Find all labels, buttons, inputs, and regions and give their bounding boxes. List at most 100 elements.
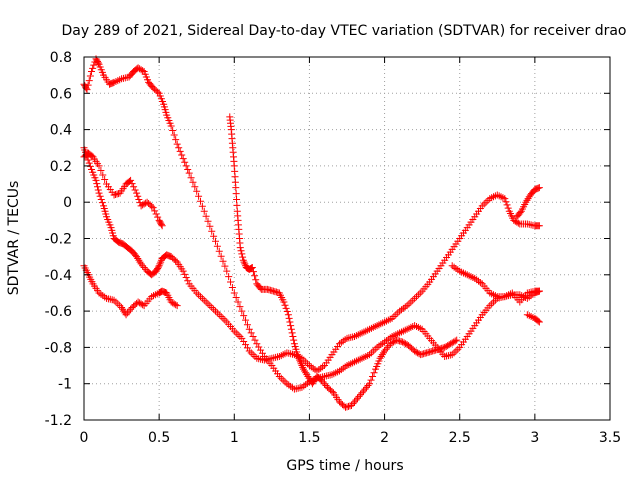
x-tick-label: 1 <box>230 430 239 446</box>
data-point <box>301 367 309 375</box>
data-point <box>407 298 415 306</box>
data-point <box>289 333 297 341</box>
data-point <box>384 343 392 351</box>
data-point <box>412 348 420 356</box>
data-point <box>131 186 139 194</box>
data-point <box>303 371 311 379</box>
data-point <box>155 262 163 270</box>
data-point <box>376 354 384 362</box>
data-point <box>416 289 424 297</box>
data-point <box>514 219 522 227</box>
data-point <box>448 351 456 359</box>
data-point <box>167 298 175 306</box>
data-point <box>377 352 385 360</box>
data-point <box>293 351 301 359</box>
data-point <box>213 309 221 317</box>
data-point <box>179 155 187 163</box>
data-point <box>196 197 204 205</box>
data-point <box>286 318 294 326</box>
data-point <box>181 158 189 166</box>
data-point <box>523 196 531 204</box>
data-point <box>243 321 251 329</box>
data-point <box>349 400 357 408</box>
data-point <box>282 304 290 312</box>
y-tick-label: -0.8 <box>45 340 72 356</box>
data-point <box>202 298 210 306</box>
data-point <box>215 247 223 255</box>
data-point <box>110 296 118 304</box>
data-point <box>285 314 293 322</box>
data-point <box>83 86 91 94</box>
data-point <box>236 303 244 311</box>
data-point <box>245 347 253 355</box>
data-point <box>221 316 229 324</box>
data-point <box>225 273 233 281</box>
data-point <box>139 201 147 209</box>
data-point <box>96 192 104 200</box>
data-point <box>310 378 318 386</box>
data-point <box>88 68 96 76</box>
data-point <box>151 207 159 215</box>
data-point <box>95 189 103 197</box>
data-point <box>149 204 157 212</box>
data-point <box>210 232 218 240</box>
data-point <box>294 352 302 360</box>
data-point <box>198 294 206 302</box>
data-point <box>236 244 244 252</box>
data-point <box>371 345 379 353</box>
data-point <box>173 140 181 148</box>
data-point <box>302 369 310 377</box>
data-point <box>135 195 143 203</box>
data-point <box>156 260 164 268</box>
data-point <box>400 339 408 347</box>
data-point <box>535 184 543 192</box>
data-point <box>94 183 102 191</box>
data-point <box>245 325 253 333</box>
data-point <box>127 176 135 184</box>
data-point <box>125 307 133 315</box>
data-point <box>287 325 295 333</box>
data-point <box>137 66 145 74</box>
data-point <box>249 333 257 341</box>
data-point <box>238 334 246 342</box>
data-point <box>409 296 417 304</box>
x-tick-label: 2 <box>380 430 389 446</box>
data-point <box>189 178 197 186</box>
data-point <box>238 250 246 258</box>
data-point <box>136 258 144 266</box>
data-point <box>450 338 458 346</box>
data-point <box>370 369 378 377</box>
data-point <box>255 343 263 351</box>
data-point <box>236 333 244 341</box>
data-point <box>239 256 247 264</box>
data-point <box>296 358 304 366</box>
data-point <box>390 338 398 346</box>
data-point <box>392 311 400 319</box>
data-point <box>366 380 374 388</box>
data-point <box>387 340 395 348</box>
data-point <box>154 263 162 271</box>
data-point <box>210 305 218 313</box>
x-tick-label: 0 <box>80 430 89 446</box>
data-point <box>322 382 330 390</box>
data-point <box>447 340 455 348</box>
data-point <box>281 301 289 309</box>
data-point <box>378 351 386 359</box>
data-point <box>230 289 238 297</box>
data-point <box>252 276 260 284</box>
data-point <box>233 195 241 203</box>
data-point <box>217 252 225 260</box>
data-point <box>379 349 387 357</box>
x-tick-label: 0.5 <box>148 430 170 446</box>
data-point <box>516 209 524 217</box>
data-point <box>304 372 312 380</box>
data-point <box>445 341 453 349</box>
data-point <box>227 278 235 286</box>
data-point <box>354 394 362 402</box>
data-point <box>90 61 98 69</box>
data-point <box>490 193 498 201</box>
data-point <box>239 253 247 261</box>
y-tick-label: 0.6 <box>50 86 72 102</box>
data-point <box>394 309 402 317</box>
data-point <box>369 347 377 355</box>
